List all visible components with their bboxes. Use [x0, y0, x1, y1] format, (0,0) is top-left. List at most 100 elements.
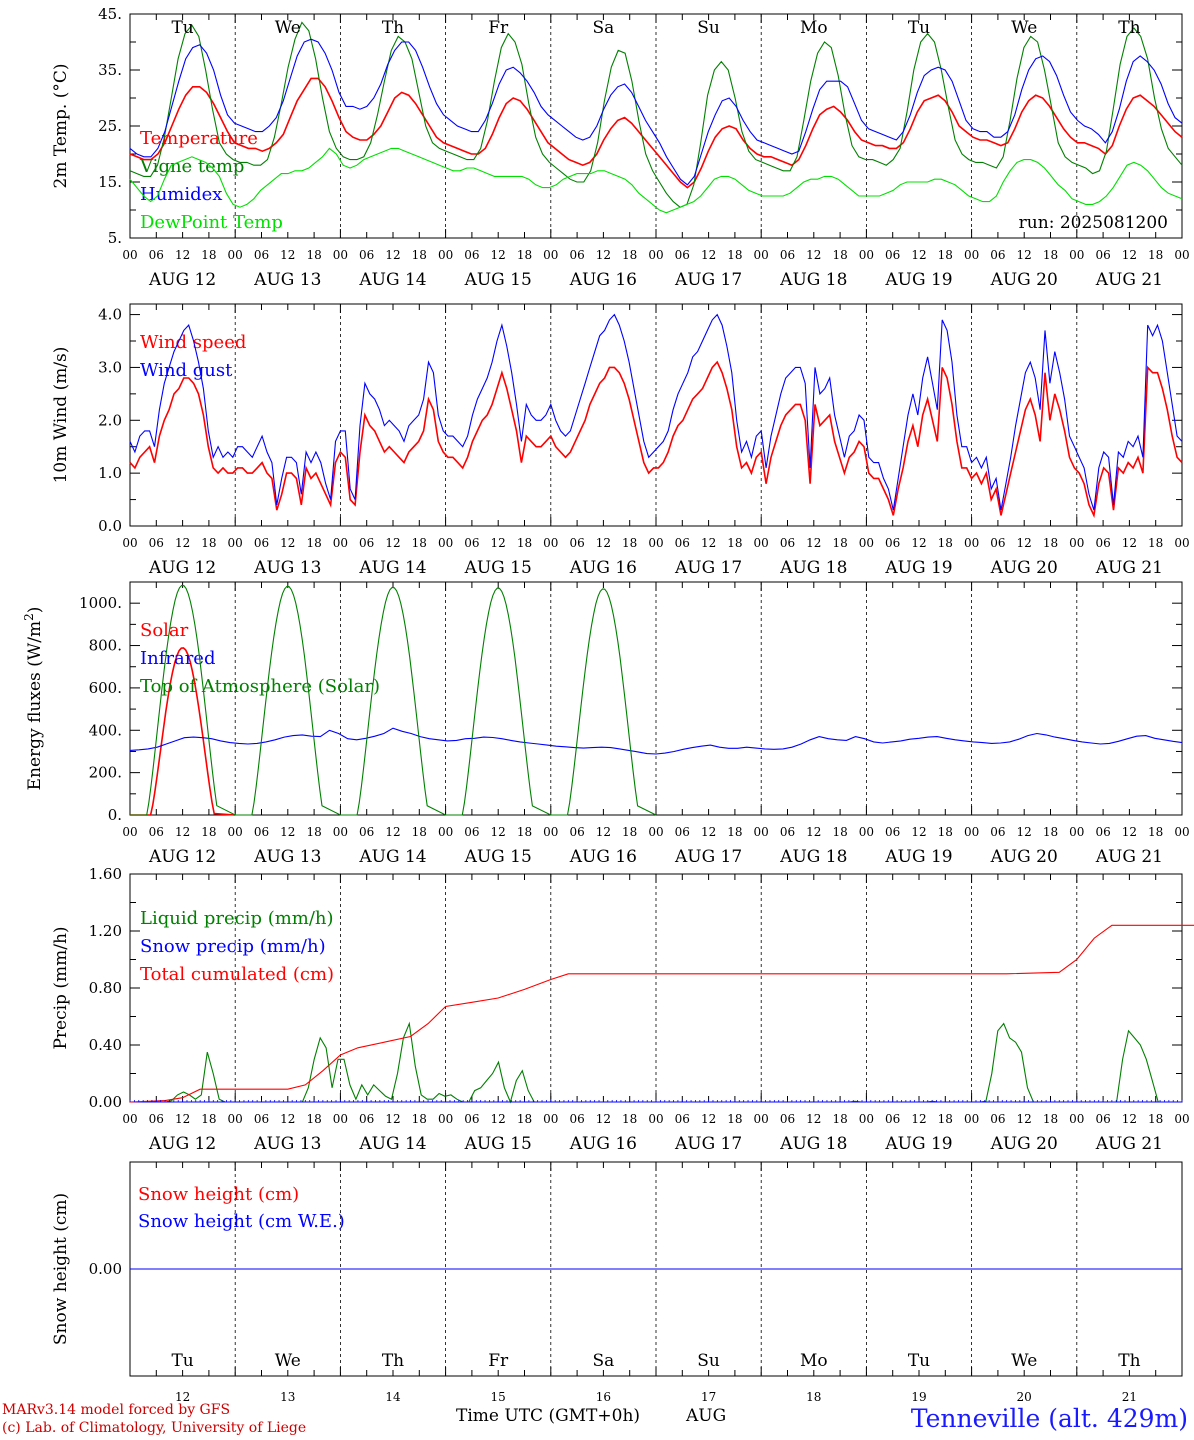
x-hour-label: 06: [149, 536, 164, 550]
x-hour-label: 12: [911, 1112, 926, 1126]
x-hour-label: 00: [964, 248, 979, 262]
x-hour-label: 00: [333, 825, 348, 839]
legend-temperature: Temperature: [140, 128, 258, 149]
x-hour-label: 00: [754, 248, 769, 262]
x-hour-label: 18: [306, 536, 321, 550]
x-hour-label: 12: [385, 1112, 400, 1126]
x-hour-label: 06: [780, 536, 795, 550]
day-name-bottom: Sa: [593, 1351, 615, 1371]
x-hour-label: 00: [648, 825, 663, 839]
x-hour-label: 06: [359, 248, 374, 262]
x-hour-label: 18: [517, 536, 532, 550]
x-hour-label: 18: [1043, 248, 1058, 262]
y-tick-label: 200.: [89, 764, 122, 782]
x-date-label: AUG 13: [253, 847, 321, 867]
x-date-label: AUG 16: [569, 1134, 637, 1154]
x-hour-label: 18: [1148, 825, 1163, 839]
x-hour-label: 12: [280, 825, 295, 839]
x-date-label: AUG 17: [674, 270, 742, 290]
x-hour-label: 18: [1148, 1112, 1163, 1126]
x-hour-label: 00: [648, 1112, 663, 1126]
legend-wind-speed: Wind speed: [140, 332, 246, 353]
day-name-top: Tu: [171, 18, 193, 38]
y-tick-label: 1.20: [89, 922, 122, 940]
x-date-label: AUG 21: [1095, 558, 1163, 578]
x-date-label: AUG 15: [464, 558, 532, 578]
x-hour-label: 00: [754, 536, 769, 550]
x-hour-label: 00: [438, 536, 453, 550]
x-date-label: AUG 14: [358, 1134, 426, 1154]
x-hour-label: 18: [622, 1112, 637, 1126]
x-hour-label: 12: [806, 536, 821, 550]
y-axis-title: Snow height (cm): [51, 1193, 71, 1345]
y-tick-label: 600.: [89, 679, 122, 697]
y-tick-label: 45.: [98, 5, 122, 23]
x-hour-label: 00: [1069, 825, 1084, 839]
x-date-label: AUG 13: [253, 270, 321, 290]
x-hour-label: 18: [306, 1112, 321, 1126]
x-hour-label: 06: [675, 536, 690, 550]
y-axis-title: Precip (mm/h): [51, 926, 71, 1049]
x-hour-label: 00: [228, 825, 243, 839]
legend-dewpoint-temp: DewPoint Temp: [140, 212, 283, 233]
legend-snow-precip-mm-h: Snow precip (mm/h): [140, 936, 326, 957]
x-hour-label: 00: [543, 248, 558, 262]
x-hour-label: 18: [517, 1112, 532, 1126]
x-hour-label: 00: [438, 248, 453, 262]
x-hour-label: 06: [149, 1112, 164, 1126]
series-humidex: [129, 38, 1183, 186]
x-hour-label: 06: [254, 248, 269, 262]
x-hour-label: 06: [1095, 825, 1110, 839]
x-hour-label: 00: [1174, 536, 1189, 550]
x-hour-label: 00: [859, 825, 874, 839]
x-date-label: AUG 15: [464, 847, 532, 867]
x-date-label: AUG 15: [464, 270, 532, 290]
day-name-top: Sa: [593, 18, 615, 38]
x-hour-label: 18: [938, 1112, 953, 1126]
x-date-label: AUG 14: [358, 270, 426, 290]
x-hour-label: 12: [1017, 248, 1032, 262]
x-hour-label: 06: [885, 248, 900, 262]
x-axis-title: Time UTC (GMT+0h): [456, 1406, 641, 1426]
y-tick-label: 15.: [98, 173, 122, 191]
legend-snow-height-cm: Snow height (cm): [138, 1184, 299, 1205]
x-hour-label: 00: [1174, 825, 1189, 839]
x-date-label: AUG 21: [1095, 270, 1163, 290]
x-date-label: AUG 20: [990, 847, 1058, 867]
legend-humidex: Humidex: [140, 184, 222, 205]
x-hour-label: 00: [1174, 248, 1189, 262]
day-name-top: Th: [1118, 18, 1140, 38]
x-hour-label: 00: [648, 248, 663, 262]
x-hour-label: 12: [491, 536, 506, 550]
legend-infrared: Infrared: [140, 648, 215, 669]
series-total-cumulated-cm: [129, 924, 1194, 1103]
x-hour-label: 12: [1017, 825, 1032, 839]
x-hour-label: 12: [701, 1112, 716, 1126]
day-number-label: 20: [1017, 1390, 1032, 1404]
day-name-top: Tu: [908, 18, 930, 38]
y-tick-label: 3.0: [98, 358, 122, 376]
x-hour-label: 00: [122, 248, 137, 262]
day-number-label: 13: [280, 1390, 295, 1404]
day-name-bottom: Tu: [908, 1351, 930, 1371]
x-hour-label: 06: [149, 825, 164, 839]
x-date-label: AUG 18: [779, 270, 847, 290]
x-hour-label: 06: [990, 536, 1005, 550]
x-hour-label: 18: [1043, 1112, 1058, 1126]
y-tick-label: 800.: [89, 637, 122, 655]
x-hour-label: 06: [464, 536, 479, 550]
x-hour-label: 18: [1148, 248, 1163, 262]
x-hour-label: 06: [990, 1112, 1005, 1126]
run-annotation: run: 2025081200: [1019, 213, 1168, 233]
y-tick-label: 0.00: [89, 1093, 122, 1111]
x-hour-label: 12: [385, 248, 400, 262]
x-date-label: AUG 12: [148, 558, 216, 578]
x-hour-label: 00: [964, 536, 979, 550]
x-hour-label: 18: [1043, 536, 1058, 550]
series-infrared: [129, 727, 1183, 755]
x-hour-label: 00: [228, 1112, 243, 1126]
x-hour-label: 18: [306, 248, 321, 262]
x-hour-label: 12: [911, 825, 926, 839]
x-date-label: AUG 17: [674, 847, 742, 867]
x-hour-label: 12: [806, 825, 821, 839]
